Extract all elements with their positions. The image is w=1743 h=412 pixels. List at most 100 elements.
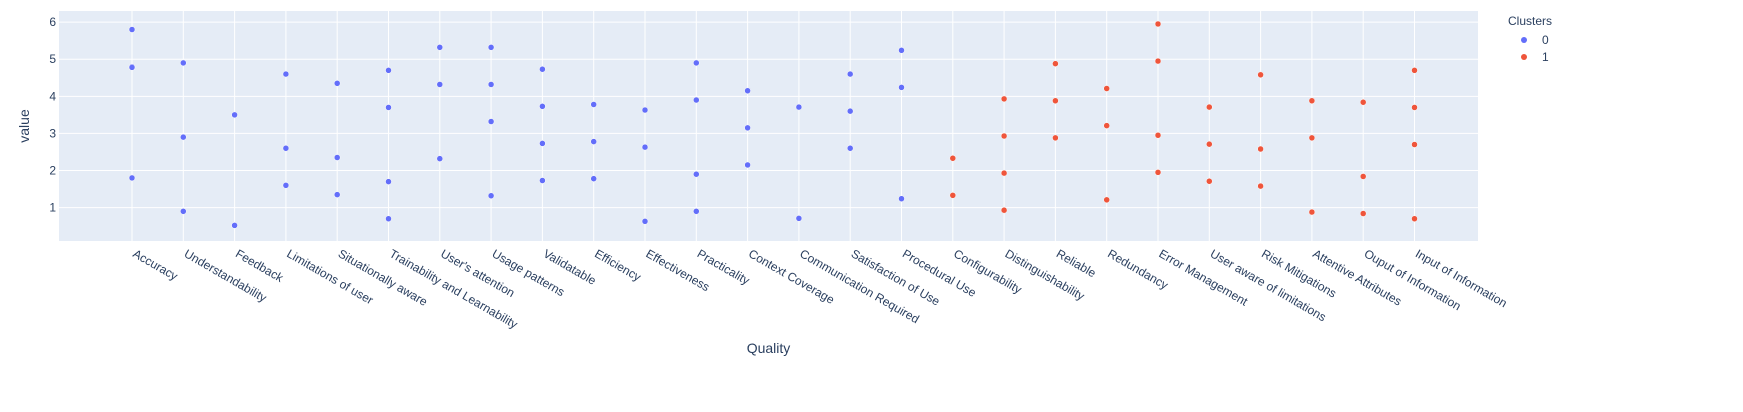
data-point-cluster-0[interactable]	[693, 170, 700, 178]
data-point-cluster-0[interactable]	[590, 138, 597, 145]
data-point-cluster-0[interactable]	[693, 208, 700, 215]
data-point-cluster-0[interactable]	[641, 106, 649, 114]
data-point-cluster-0[interactable]	[282, 145, 290, 152]
data-point-cluster-0[interactable]	[385, 67, 392, 74]
data-point-cluster-0[interactable]	[846, 145, 854, 152]
legend-items[interactable]: 01	[1521, 33, 1549, 64]
data-point-cluster-0[interactable]	[744, 124, 751, 132]
data-point-cluster-0[interactable]	[539, 65, 546, 73]
x-tick-label: Situationally aware	[336, 246, 431, 309]
data-point-cluster-0[interactable]	[385, 104, 392, 111]
data-point-cluster-1[interactable]	[1411, 215, 1418, 222]
data-point-cluster-0[interactable]	[180, 208, 187, 215]
data-point-cluster-1[interactable]	[1359, 173, 1367, 180]
data-point-cluster-0[interactable]	[487, 118, 495, 125]
y-tick-label: 3	[49, 126, 56, 140]
data-point-cluster-1[interactable]	[1154, 20, 1162, 28]
data-point-cluster-0[interactable]	[487, 81, 495, 88]
data-point-cluster-1[interactable]	[1206, 103, 1213, 111]
data-point-cluster-1[interactable]	[1052, 134, 1059, 142]
data-point-cluster-0[interactable]	[846, 70, 854, 78]
data-point-cluster-0[interactable]	[795, 215, 803, 222]
legend-label-1[interactable]: 1	[1542, 50, 1549, 64]
data-point-cluster-1[interactable]	[1000, 95, 1008, 103]
data-point-cluster-1[interactable]	[1308, 208, 1316, 216]
data-point-cluster-1[interactable]	[1257, 145, 1264, 153]
data-point-cluster-1[interactable]	[1308, 134, 1316, 142]
data-point-cluster-0[interactable]	[641, 143, 649, 151]
data-point-cluster-0[interactable]	[590, 175, 597, 182]
data-point-cluster-0[interactable]	[744, 161, 751, 169]
data-point-cluster-1[interactable]	[949, 192, 957, 199]
data-point-cluster-0[interactable]	[282, 182, 290, 189]
x-axis-title: Quality	[747, 340, 791, 356]
data-point-cluster-0[interactable]	[436, 44, 444, 51]
data-point-cluster-1[interactable]	[1103, 196, 1110, 204]
data-point-cluster-1[interactable]	[1052, 60, 1059, 67]
data-point-cluster-0[interactable]	[693, 59, 700, 67]
x-tick-label: Error Management	[1157, 246, 1251, 308]
data-point-cluster-1[interactable]	[1359, 99, 1367, 106]
legend[interactable]: Clusters 01	[1508, 14, 1552, 64]
data-point-cluster-0[interactable]	[590, 101, 597, 108]
data-point-cluster-0[interactable]	[795, 103, 803, 111]
y-axis-title: value	[16, 109, 32, 143]
data-point-cluster-0[interactable]	[128, 26, 136, 33]
data-point-cluster-1[interactable]	[1359, 210, 1367, 217]
data-point-cluster-0[interactable]	[846, 107, 854, 115]
data-point-cluster-1[interactable]	[1103, 122, 1110, 129]
data-point-cluster-0[interactable]	[539, 140, 546, 147]
data-point-cluster-1[interactable]	[1103, 85, 1110, 92]
data-point-cluster-1[interactable]	[1308, 97, 1316, 105]
data-point-cluster-0[interactable]	[898, 195, 905, 202]
y-tick-labels: 1 2 3 4 5 6	[49, 15, 56, 214]
legend-label-0[interactable]: 0	[1542, 33, 1549, 47]
data-point-cluster-1[interactable]	[1206, 140, 1213, 148]
data-point-cluster-0[interactable]	[231, 111, 238, 119]
legend-marker-1[interactable]	[1521, 54, 1527, 60]
data-point-cluster-0[interactable]	[180, 133, 187, 141]
data-point-cluster-1[interactable]	[1411, 67, 1418, 74]
data-point-cluster-0[interactable]	[385, 215, 392, 222]
data-point-cluster-0[interactable]	[128, 174, 136, 182]
data-point-cluster-0[interactable]	[898, 84, 905, 91]
data-point-cluster-1[interactable]	[1257, 182, 1264, 190]
data-point-cluster-0[interactable]	[436, 155, 444, 162]
data-point-cluster-1[interactable]	[1000, 169, 1008, 177]
data-point-cluster-0[interactable]	[128, 64, 136, 71]
data-point-cluster-0[interactable]	[385, 178, 392, 185]
x-tick-label: Attentive Attributes	[1310, 246, 1404, 308]
x-tick-label: Efficiency	[592, 246, 643, 284]
data-point-cluster-1[interactable]	[1206, 178, 1213, 185]
data-point-cluster-1[interactable]	[1411, 104, 1418, 111]
data-point-cluster-0[interactable]	[898, 47, 905, 54]
data-point-cluster-0[interactable]	[539, 103, 546, 110]
data-point-cluster-0[interactable]	[539, 177, 546, 184]
grid-lines	[59, 11, 1478, 241]
data-point-cluster-1[interactable]	[1257, 71, 1264, 79]
data-point-cluster-0[interactable]	[487, 44, 495, 51]
data-point-cluster-0[interactable]	[231, 222, 238, 229]
data-point-cluster-0[interactable]	[333, 191, 341, 198]
data-point-cluster-0[interactable]	[333, 80, 341, 87]
data-point-cluster-0[interactable]	[693, 96, 700, 104]
data-point-cluster-0[interactable]	[436, 81, 444, 88]
data-point-cluster-0[interactable]	[180, 59, 187, 67]
data-point-cluster-0[interactable]	[487, 192, 495, 199]
data-point-cluster-1[interactable]	[1154, 169, 1162, 176]
data-point-cluster-0[interactable]	[744, 87, 751, 95]
data-point-cluster-1[interactable]	[1411, 141, 1418, 148]
data-point-cluster-1[interactable]	[1000, 132, 1008, 140]
data-point-cluster-1[interactable]	[1052, 97, 1059, 105]
data-point-cluster-1[interactable]	[1000, 206, 1008, 214]
data-point-cluster-1[interactable]	[949, 155, 957, 162]
data-point-cluster-0[interactable]	[333, 154, 341, 161]
data-point-cluster-1[interactable]	[1154, 57, 1162, 65]
data-point-cluster-0[interactable]	[641, 218, 649, 225]
data-point-cluster-1[interactable]	[1154, 132, 1162, 139]
data-point-cluster-0[interactable]	[282, 70, 290, 78]
x-tick-label: Context Coverage	[746, 246, 837, 307]
legend-marker-0[interactable]	[1521, 37, 1527, 43]
